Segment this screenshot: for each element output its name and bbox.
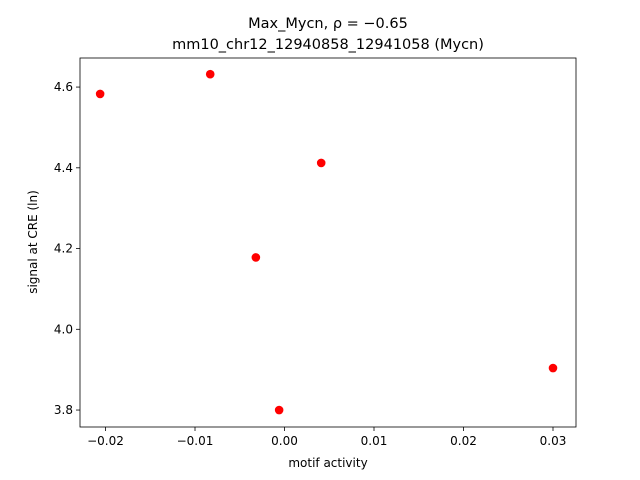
point	[548, 363, 558, 373]
y-tick-label: 4.6	[54, 80, 73, 94]
point	[251, 253, 261, 262]
chart-title: Max_Mycn, ρ = −0.65	[248, 16, 408, 32]
x-tick-label: −0.02	[87, 434, 124, 448]
y-tick-label: 3.8	[54, 403, 73, 417]
x-tick-label: 0.00	[271, 434, 298, 448]
point	[205, 69, 215, 79]
x-tick-label: −0.01	[177, 434, 214, 448]
x-axis-label: motif activity	[288, 456, 367, 470]
x-tick-label: 0.03	[540, 434, 567, 448]
point	[316, 158, 326, 168]
x-tick-label: 0.01	[361, 434, 388, 448]
point	[274, 405, 284, 415]
chart-subtitle: mm10_chr12_12940858_12941058 (Mycn)	[172, 37, 484, 53]
y-axis-label: signal at CRE (ln)	[26, 190, 40, 294]
x-tick-label: 0.02	[450, 434, 477, 448]
plot-frame	[79, 57, 577, 428]
y-tick-label: 4.2	[54, 242, 73, 256]
y-tick-label: 4.4	[54, 161, 73, 175]
y-tick-label: 4.0	[54, 322, 73, 336]
point	[95, 89, 105, 99]
